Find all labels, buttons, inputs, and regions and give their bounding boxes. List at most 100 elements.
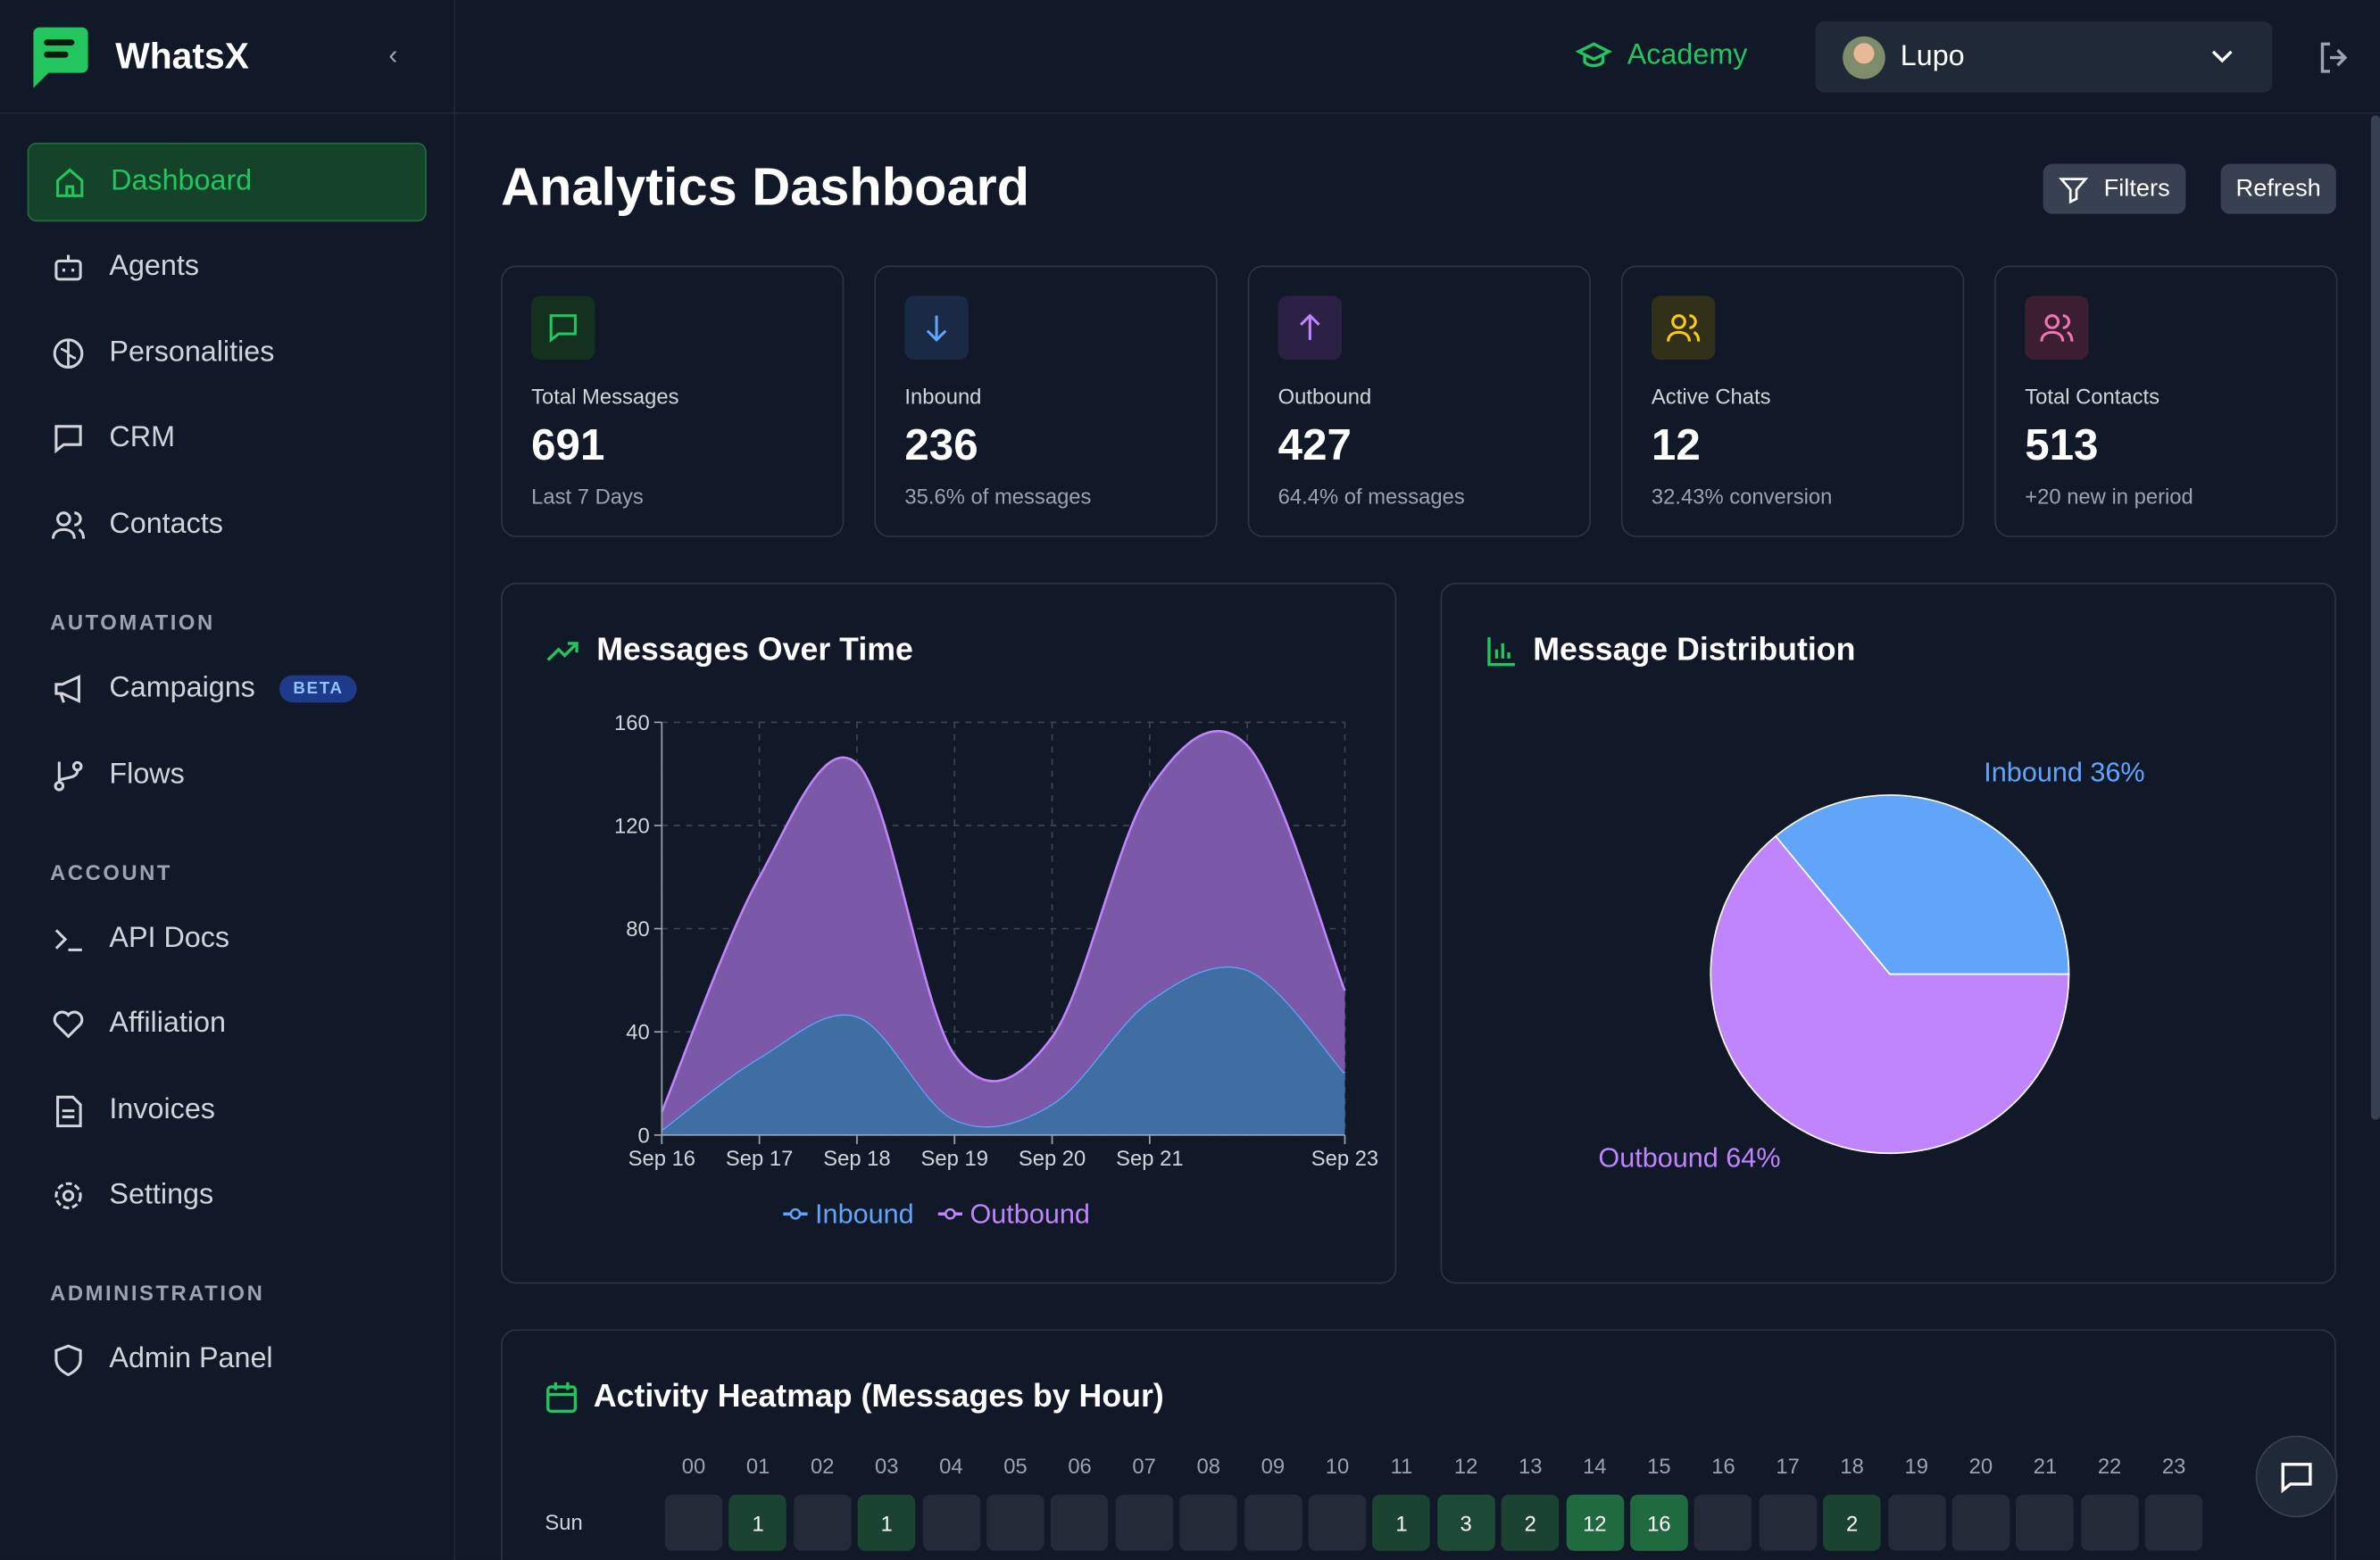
- heatmap-cell[interactable]: [922, 1494, 980, 1551]
- sidebar-item-affiliation[interactable]: Affiliation: [28, 984, 427, 1063]
- sidebar-item-label: Admin Panel: [109, 1342, 273, 1375]
- y-tick-label: 0: [637, 1124, 649, 1148]
- chart-title: Activity Heatmap (Messages by Hour): [593, 1379, 1164, 1415]
- line-outbound: [661, 729, 1346, 1113]
- collapse-sidebar-button[interactable]: ‹: [388, 39, 398, 71]
- message-square-icon: [549, 314, 577, 344]
- heatmap-cell[interactable]: 16: [1630, 1494, 1688, 1551]
- heatmap-cell[interactable]: [1951, 1494, 2010, 1551]
- legend-marker-dot: [945, 1207, 956, 1220]
- hour-label: 01: [745, 1453, 770, 1479]
- legend-outbound[interactable]: Outbound: [969, 1199, 1089, 1229]
- pie-chart: Inbound 36% Outbound 64%: [1598, 758, 2144, 1174]
- x-tick-label: Sep 17: [726, 1147, 793, 1171]
- x-tick-label: Sep 21: [1116, 1147, 1183, 1171]
- logo-icon: [33, 27, 88, 88]
- sidebar-item-settings[interactable]: Settings: [28, 1157, 427, 1235]
- heatmap-cell[interactable]: [1051, 1494, 1109, 1551]
- messages-over-time-card: Messages Over Time 0 40 80 120 160 Sep 16 Sep …: [501, 582, 1397, 1284]
- logout-icon[interactable]: [2317, 39, 2353, 76]
- area-outbound: [662, 731, 1345, 1131]
- pie-label: Inbound 36%: [1984, 758, 2144, 788]
- heatmap-cell[interactable]: 2: [1501, 1494, 1560, 1551]
- sidebar-item-label: Contacts: [109, 508, 223, 541]
- hour-label: 15: [1647, 1453, 1671, 1479]
- arrow-up-icon: [1300, 313, 1320, 340]
- hour-label: 09: [1261, 1453, 1286, 1479]
- heatmap-cell[interactable]: [664, 1494, 723, 1551]
- refresh-button[interactable]: Refresh: [2220, 163, 2336, 214]
- chart-title: Messages Over Time: [596, 633, 913, 668]
- heatmap-cell[interactable]: [1179, 1494, 1238, 1551]
- pie-slice-1[interactable]: [1710, 834, 2070, 1155]
- sidebar-item-contacts[interactable]: Contacts: [28, 485, 427, 564]
- stat-card-inbound: Inbound 236 35.6% of messages: [874, 265, 1218, 537]
- stat-value: 691: [531, 421, 605, 471]
- stat-subtext: Last 7 Days: [531, 484, 644, 509]
- pie-slice-0[interactable]: [1774, 794, 2070, 975]
- stat-subtext: +20 new in period: [2025, 484, 2193, 509]
- sidebar-item-invoices[interactable]: Invoices: [28, 1071, 427, 1149]
- legend-inbound[interactable]: Inbound: [815, 1199, 914, 1229]
- legend-marker-dot: [789, 1207, 802, 1220]
- stat-card-total-contacts: Total Contacts 513 +20 new in period: [1994, 265, 2338, 537]
- sidebar-item-personalities[interactable]: Personalities: [28, 314, 427, 393]
- heatmap-cell[interactable]: 3: [1436, 1494, 1495, 1551]
- filters-button[interactable]: Filters: [2043, 163, 2185, 214]
- sidebar: WhatsX ‹ Dashboard Agents Personalities CRM…: [0, 0, 456, 1560]
- y-tick-label: 40: [626, 1021, 649, 1045]
- sidebar-item-flows[interactable]: Flows: [28, 736, 427, 815]
- terminal-icon: [54, 929, 82, 951]
- stat-icon-box: [1277, 295, 1343, 360]
- sidebar-item-api-docs[interactable]: API Docs: [28, 900, 427, 978]
- heatmap-cell[interactable]: [2080, 1494, 2139, 1551]
- user-menu[interactable]: Lupo: [1815, 21, 2273, 93]
- sidebar-item-campaigns[interactable]: Campaigns BETA: [28, 650, 427, 728]
- heatmap-cell[interactable]: [2144, 1494, 2203, 1551]
- sidebar-item-dashboard[interactable]: Dashboard: [27, 142, 427, 222]
- heatmap-cell[interactable]: [1115, 1494, 1173, 1551]
- message-square-icon: [54, 425, 82, 454]
- heatmap-cell[interactable]: [986, 1494, 1044, 1551]
- sidebar-item-label: Dashboard: [111, 165, 253, 198]
- heatmap-cell[interactable]: 2: [1823, 1494, 1881, 1551]
- beta-badge: BETA: [279, 675, 357, 703]
- hour-label: 05: [1003, 1453, 1028, 1479]
- megaphone-icon: [54, 674, 80, 703]
- section-automation: AUTOMATION: [50, 610, 215, 635]
- sidebar-item-crm[interactable]: CRM: [28, 399, 427, 477]
- heatmap-cell[interactable]: 1: [728, 1494, 787, 1551]
- sidebar-item-admin-panel[interactable]: Admin Panel: [28, 1320, 427, 1398]
- hour-label: 19: [1904, 1453, 1929, 1479]
- arrow-down-icon: [926, 315, 947, 343]
- stat-label: Total Messages: [531, 384, 679, 409]
- heatmap-cell[interactable]: [793, 1494, 852, 1551]
- pie-label: Outbound 64%: [1598, 1143, 1780, 1174]
- user-name: Lupo: [1900, 40, 1965, 72]
- heatmap-cell[interactable]: 12: [1566, 1494, 1624, 1551]
- chart-title: Message Distribution: [1533, 633, 1856, 668]
- hour-label: 03: [875, 1453, 899, 1479]
- scrollbar[interactable]: [2370, 115, 2380, 1120]
- stat-icon-box: [531, 295, 595, 360]
- graduation-cap-icon: [1575, 42, 1612, 68]
- heatmap-cell[interactable]: [2016, 1494, 2075, 1551]
- heatmap-cell[interactable]: [1308, 1494, 1367, 1551]
- heatmap-cell[interactable]: [1759, 1494, 1817, 1551]
- heatmap-cell[interactable]: [1887, 1494, 1946, 1551]
- sidebar-item-agents[interactable]: Agents: [28, 228, 427, 306]
- chat-support-button[interactable]: [2255, 1435, 2338, 1518]
- hour-label: 08: [1196, 1453, 1220, 1479]
- logo[interactable]: WhatsX: [28, 24, 249, 91]
- heatmap-cell[interactable]: [1694, 1494, 1752, 1551]
- heatmap-cell[interactable]: 1: [1372, 1494, 1431, 1551]
- heatmap-cell[interactable]: [1244, 1494, 1302, 1551]
- filter-icon: [2059, 177, 2089, 203]
- refresh-label: Refresh: [2235, 175, 2321, 202]
- heatmap-cell[interactable]: 1: [857, 1494, 916, 1551]
- stat-value: 427: [1277, 421, 1352, 471]
- academy-link[interactable]: Academy: [1575, 39, 1747, 72]
- avatar: [1843, 35, 1885, 79]
- stat-card-outbound: Outbound 427 64.4% of messages: [1247, 265, 1591, 537]
- x-tick-label: Sep 18: [823, 1147, 890, 1171]
